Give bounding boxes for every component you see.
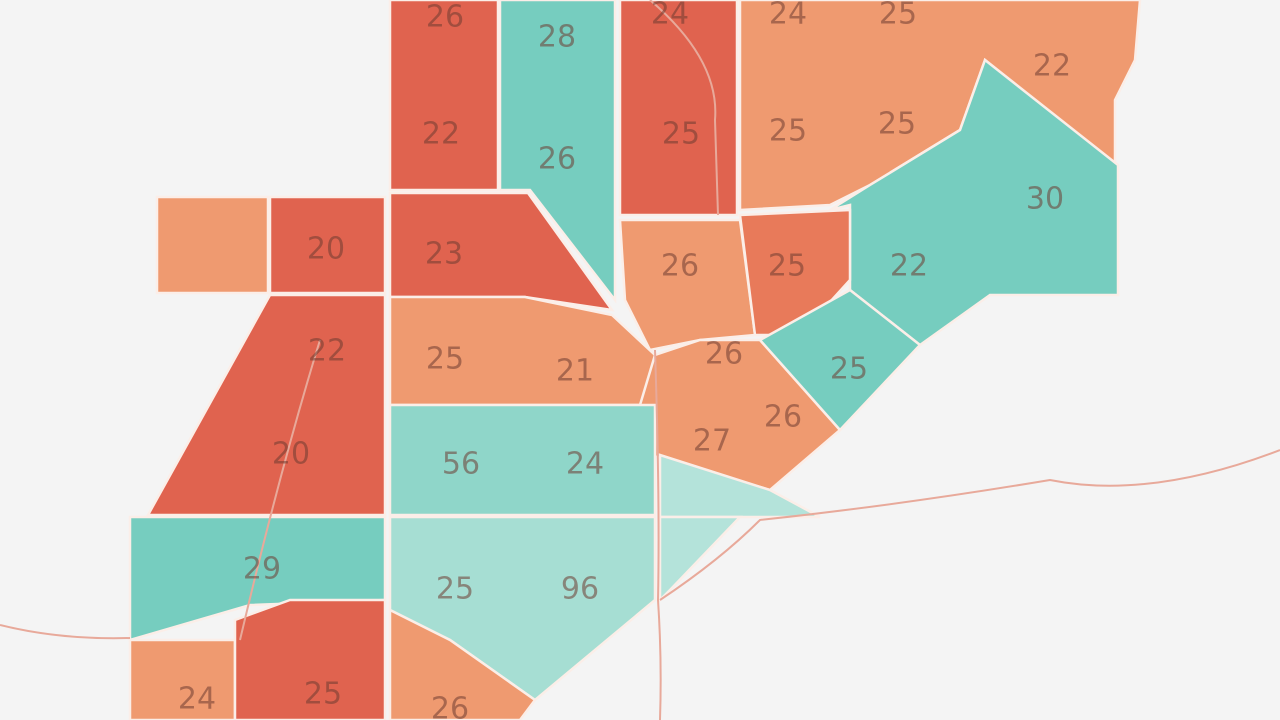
region-label: 25 [304,677,342,712]
region-label: 20 [272,437,310,472]
region-label: 26 [426,0,464,35]
region-label: 23 [425,237,463,272]
region [155,195,270,295]
region-label: 26 [538,142,576,177]
road [659,449,1280,601]
region [128,638,237,720]
region-label: 22 [422,117,460,152]
region-label: 24 [178,682,216,717]
region-label: 26 [705,337,743,372]
region-label: 24 [769,0,807,32]
region-label: 25 [768,249,806,284]
region [618,0,739,217]
region [658,453,821,519]
region [388,607,537,720]
region-label: 22 [1033,49,1071,84]
region [658,515,743,604]
region-label: 27 [693,424,731,459]
region [233,598,387,720]
regions [128,0,1142,720]
region-label: 22 [890,249,928,284]
labels: 26 28 24 24 25 22 22 26 25 25 25 30 20 23 26 25 22 22 25 21… [178,0,1071,720]
region-label: 96 [561,572,599,607]
region-label: 24 [566,447,604,482]
region-label: 30 [1026,182,1064,217]
road [239,339,321,641]
region-label: 25 [436,572,474,607]
region-label: 25 [830,352,868,387]
road [0,624,131,640]
region [388,403,657,517]
region-label: 25 [662,117,700,152]
region [145,293,387,517]
region-label: 20 [307,232,345,267]
region-label: 25 [426,342,464,377]
region [498,0,617,304]
region-label: 21 [556,354,594,389]
road [654,349,662,720]
region [758,288,922,432]
region-label: 26 [431,692,469,720]
road [649,0,719,216]
region [268,195,387,295]
region-label: 29 [243,552,281,587]
region-label: 56 [442,447,480,482]
region-label: 25 [878,107,916,142]
region-label: 25 [879,0,917,32]
region-label: 28 [538,20,576,55]
region [388,0,500,192]
region [618,218,757,352]
region [388,191,615,312]
region-label: 26 [661,249,699,284]
region-label: 24 [651,0,689,32]
region-label: 26 [764,400,802,435]
region-label: 25 [769,114,807,149]
region-label: 22 [308,334,346,369]
